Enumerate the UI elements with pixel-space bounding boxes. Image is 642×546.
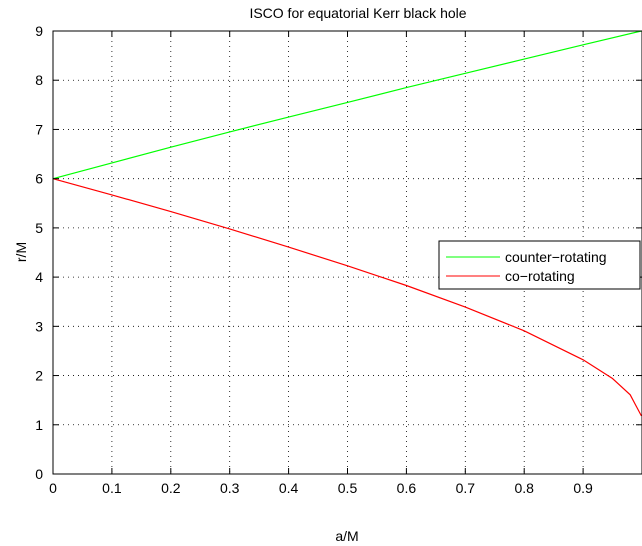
series-lines (52, 30, 642, 417)
legend: counter−rotating co−rotating (438, 240, 641, 290)
x-tick-label: 0.3 (220, 480, 240, 496)
y-tick-label: 7 (35, 121, 43, 137)
y-tick-labels: 0 1 2 3 4 5 6 7 8 9 (35, 23, 43, 482)
chart-title: ISCO for equatorial Kerr black hole (249, 5, 466, 21)
series-line-counter-rotating (52, 30, 642, 180)
y-tick-label: 9 (35, 23, 43, 39)
y-tick-label: 4 (35, 269, 43, 285)
y-axis-label: r/M (13, 242, 29, 262)
y-tick-label: 2 (35, 368, 43, 384)
x-tick-label: 0.6 (397, 480, 417, 496)
y-tick-label: 3 (35, 318, 43, 334)
x-tick-label: 0.5 (338, 480, 358, 496)
y-tick-label: 0 (35, 466, 43, 482)
legend-box (438, 240, 641, 290)
y-tick-label: 6 (35, 171, 43, 187)
x-tick-label: 0.1 (102, 480, 122, 496)
x-axis-label: a/M (335, 528, 358, 544)
y-tick-label: 8 (35, 72, 43, 88)
x-tick-label: 0.8 (514, 480, 534, 496)
legend-label-counter-rotating: counter−rotating (505, 249, 607, 265)
y-tick-label: 5 (35, 220, 43, 236)
x-tick-label: 0.7 (456, 480, 476, 496)
x-tick-label: 0.4 (279, 480, 299, 496)
x-tick-label: 0.2 (161, 480, 181, 496)
y-tick-label: 1 (35, 417, 43, 433)
x-tick-labels: 0 0.1 0.2 0.3 0.4 0.5 0.6 0.7 0.8 0.9 (49, 480, 593, 496)
x-tick-label: 0 (49, 480, 57, 496)
legend-label-co-rotating: co−rotating (505, 268, 575, 284)
axis-ticks (52, 30, 642, 475)
series-line-co-rotating (52, 178, 642, 417)
x-tick-label: 0.9 (573, 480, 593, 496)
